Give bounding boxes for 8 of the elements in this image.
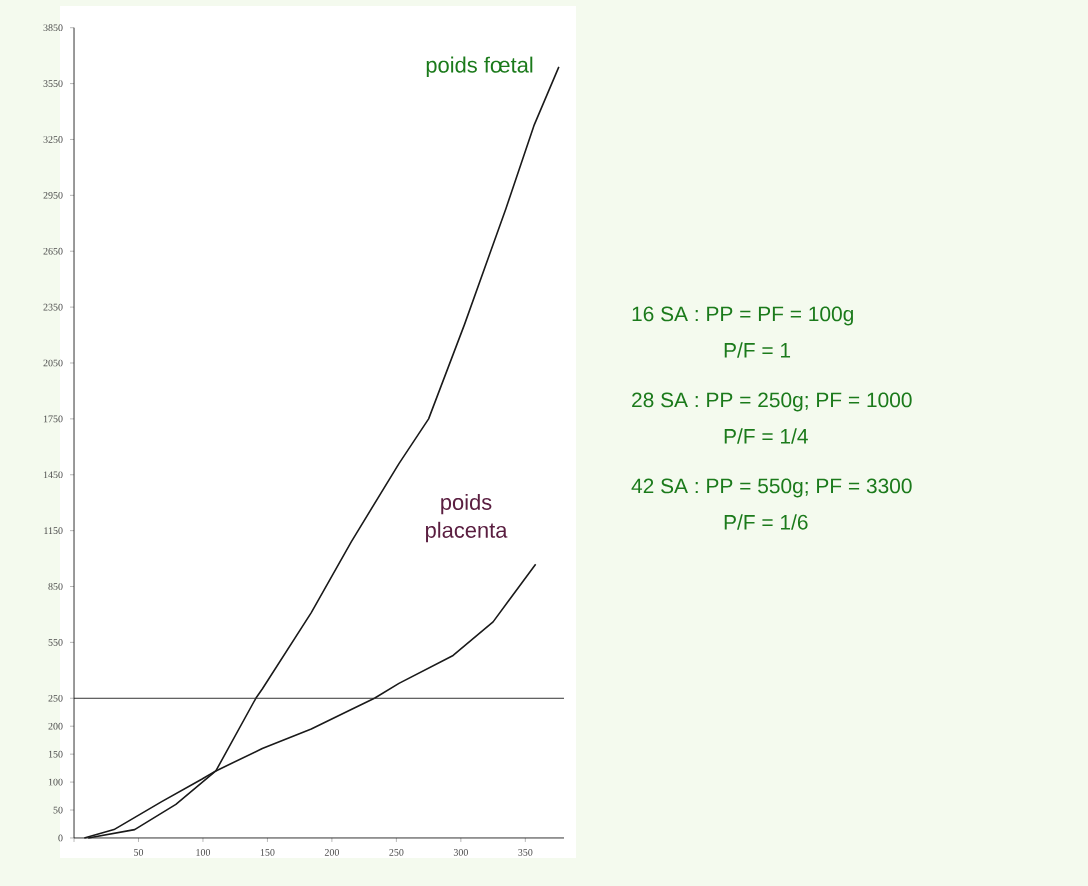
- text: P/F = 1/4: [724, 428, 808, 444]
- text: 42 SA : PP = 550g; PF = 3300: [631, 478, 912, 498]
- series-label: poids fœtal: [426, 56, 533, 78]
- text: P/F = 1: [724, 342, 791, 358]
- text: 28 SA : PP = 250g; PF = 1000: [632, 392, 912, 412]
- series-label: poids placenta: [425, 493, 508, 543]
- text: P/F = 1/6: [724, 514, 808, 530]
- text: 16 SA : PP = PF = 100g: [632, 306, 853, 326]
